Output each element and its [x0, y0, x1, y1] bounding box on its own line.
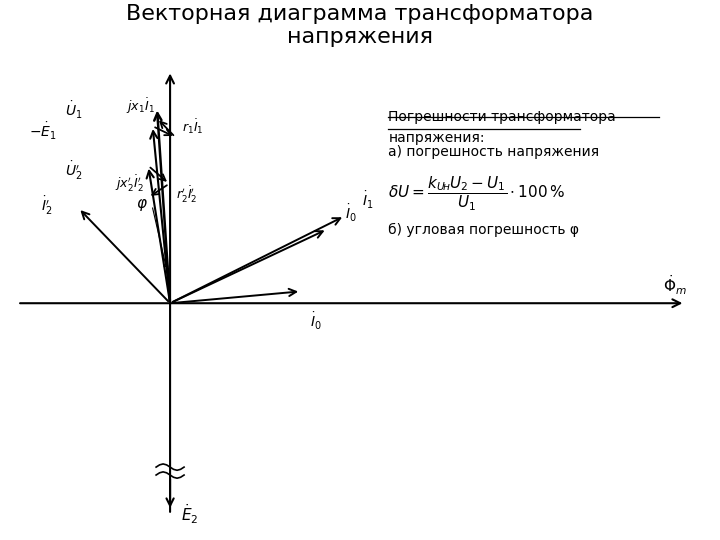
Text: $\delta U = \dfrac{k_{U\!н}U_2 - U_1}{U_1} \cdot 100\,\%$: $\delta U = \dfrac{k_{U\!н}U_2 - U_1}{U_…: [388, 175, 565, 213]
Text: б) угловая погрешность φ: б) угловая погрешность φ: [388, 222, 580, 237]
Text: $\varphi$: $\varphi$: [136, 198, 148, 213]
Text: $\dot{I}_0$: $\dot{I}_0$: [345, 203, 356, 224]
Text: $\dot{U}_1$: $\dot{U}_1$: [66, 100, 83, 121]
Text: $r_1\dot{I}_1$: $r_1\dot{I}_1$: [182, 117, 204, 136]
Text: а) погрешность напряжения: а) погрешность напряжения: [388, 145, 600, 159]
Title: Векторная диаграмма трансформатора
напряжения: Векторная диаграмма трансформатора напря…: [126, 4, 594, 48]
Text: $\dot{E}_2$: $\dot{E}_2$: [181, 503, 199, 526]
Text: $r_2'\dot{I}_2'$: $r_2'\dot{I}_2'$: [176, 185, 197, 205]
Text: $jx_2'\dot{I}_2'$: $jx_2'\dot{I}_2'$: [115, 173, 144, 193]
Text: $\dot{I}_2'$: $\dot{I}_2'$: [41, 194, 52, 217]
Text: $jx_1\dot{I}_1$: $jx_1\dot{I}_1$: [126, 96, 155, 116]
Text: $\dot{\Phi}_m$: $\dot{\Phi}_m$: [663, 273, 687, 296]
Text: Погрешности трансформатора
напряжения:: Погрешности трансформатора напряжения:: [388, 110, 616, 145]
Text: $\dot{U}_2'$: $\dot{U}_2'$: [66, 160, 83, 183]
Text: $\dot{I}_0$: $\dot{I}_0$: [310, 311, 322, 332]
Text: $-\dot{E}_1$: $-\dot{E}_1$: [29, 121, 57, 142]
Text: $\dot{I}_1$: $\dot{I}_1$: [362, 190, 374, 211]
